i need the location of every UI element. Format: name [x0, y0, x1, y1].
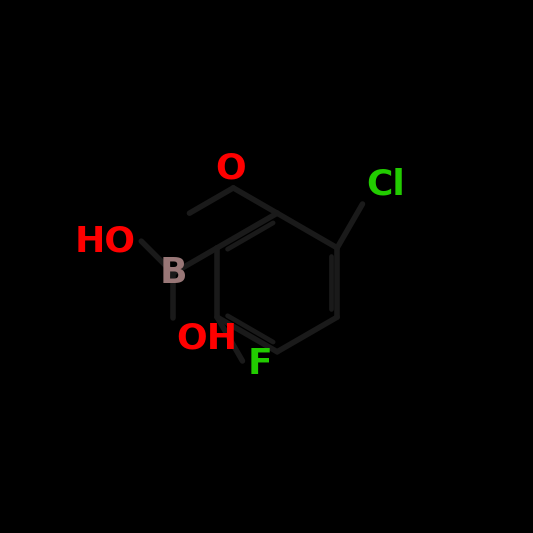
Text: B: B: [159, 256, 187, 290]
Text: O: O: [215, 151, 246, 185]
Text: OH: OH: [176, 321, 237, 355]
Text: F: F: [248, 346, 272, 381]
Text: Cl: Cl: [367, 167, 406, 201]
Text: HO: HO: [75, 224, 136, 258]
